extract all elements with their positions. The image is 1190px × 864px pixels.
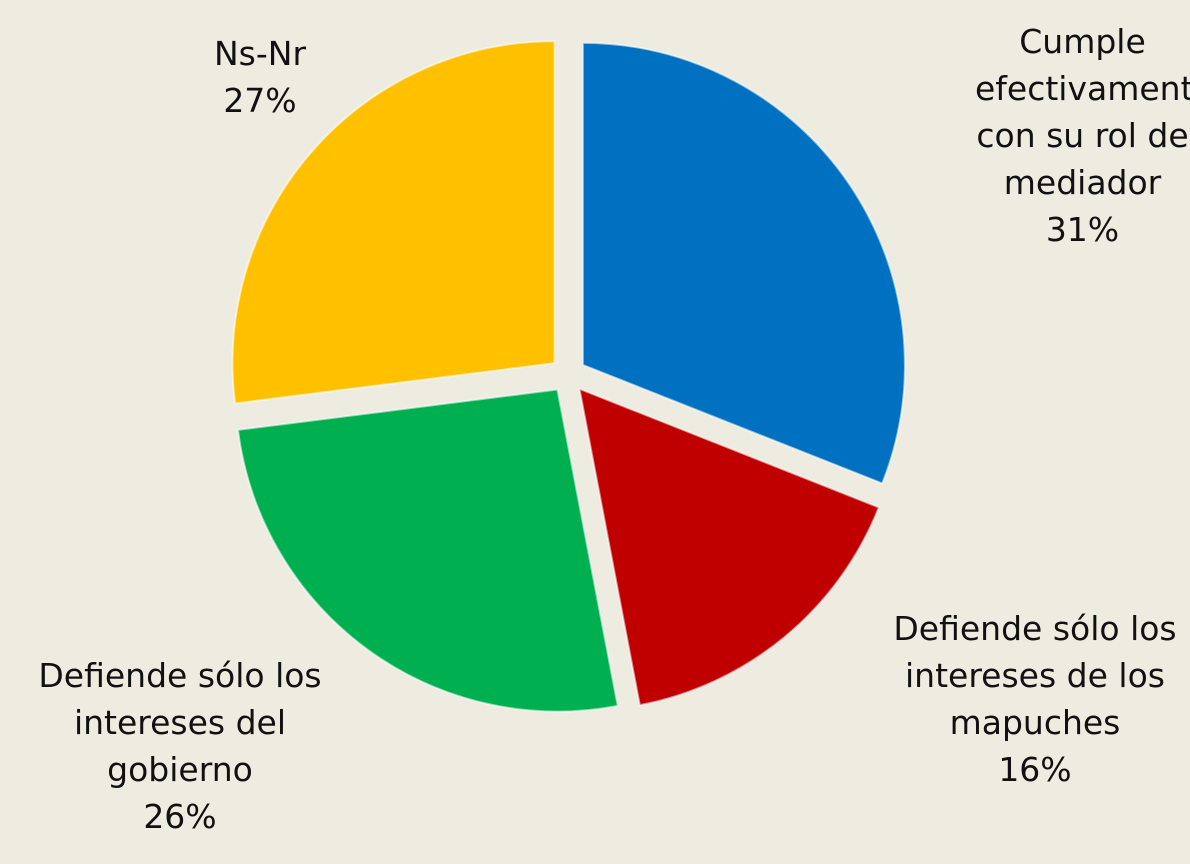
slice-label: Ns-Nr 27% xyxy=(180,30,340,124)
slice-label: Cumple efectivamente con su rol de media… xyxy=(975,18,1190,253)
value-label: 16% xyxy=(998,750,1072,789)
category-label: Ns-Nr xyxy=(213,34,307,73)
slice-label: Defiende sólo los intereses del gobierno… xyxy=(0,652,360,840)
pie-slice xyxy=(236,388,619,713)
value-label: 27% xyxy=(223,81,297,120)
category-label: Defiende sólo los intereses de los mapuc… xyxy=(893,609,1177,742)
value-label: 31% xyxy=(1045,210,1120,249)
value-label: 26% xyxy=(143,797,217,836)
pie-slice xyxy=(578,387,881,707)
slice-label: Defiende sólo los intereses de los mapuc… xyxy=(880,605,1190,793)
pie-slice xyxy=(581,41,906,485)
pie-slice xyxy=(231,40,556,405)
category-label: Cumple efectivamente con su rol de media… xyxy=(975,22,1190,202)
category-label: Defiende sólo los intereses del gobierno xyxy=(38,656,322,789)
